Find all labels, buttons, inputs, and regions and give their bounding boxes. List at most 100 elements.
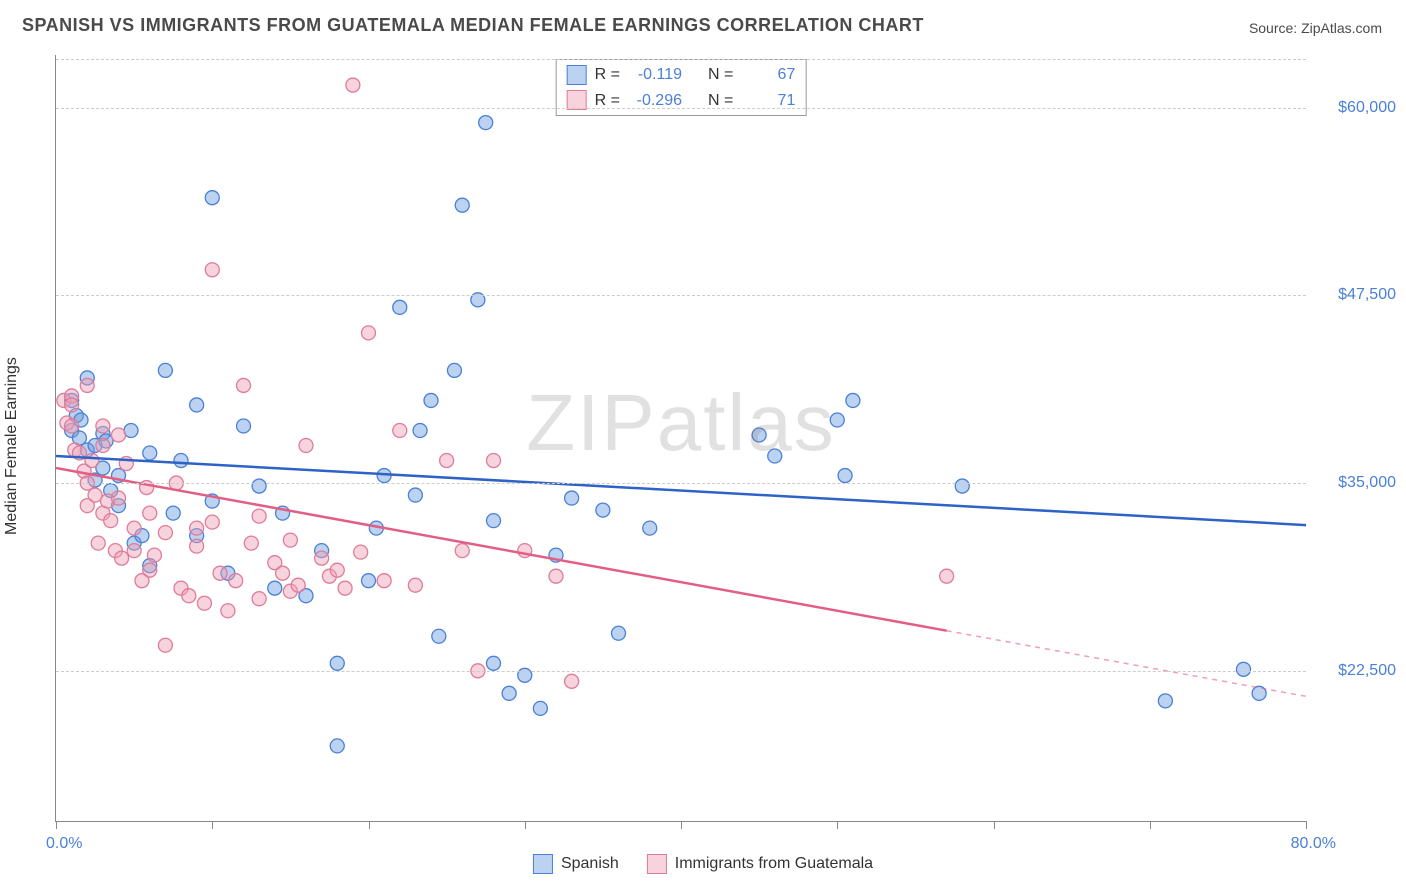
data-point — [362, 326, 376, 340]
data-point — [166, 506, 180, 520]
data-point — [112, 491, 126, 505]
n-value-series2: 71 — [741, 88, 795, 114]
x-tick — [1306, 821, 1307, 829]
x-tick — [525, 821, 526, 829]
data-point — [455, 198, 469, 212]
data-point — [330, 656, 344, 670]
data-point — [596, 503, 610, 517]
gridline — [56, 295, 1306, 296]
data-point — [252, 509, 266, 523]
data-point — [190, 398, 204, 412]
data-point — [299, 439, 313, 453]
data-point — [354, 545, 368, 559]
data-point — [752, 428, 766, 442]
legend-swatch-series2 — [647, 854, 667, 874]
data-point — [283, 533, 297, 547]
r-value-series1: -0.119 — [628, 62, 682, 88]
data-point — [65, 419, 79, 433]
data-point — [143, 506, 157, 520]
source-link[interactable]: ZipAtlas.com — [1301, 20, 1382, 36]
bottom-legend: Spanish Immigrants from Guatemala — [533, 854, 873, 874]
data-point — [182, 589, 196, 603]
x-tick — [681, 821, 682, 829]
r-label: R = — [595, 88, 620, 114]
data-point — [147, 548, 161, 562]
data-point — [112, 428, 126, 442]
gridline — [56, 671, 1306, 672]
data-point — [432, 629, 446, 643]
data-point — [955, 479, 969, 493]
data-point — [143, 563, 157, 577]
x-axis-max-label: 80.0% — [1291, 835, 1336, 853]
data-point — [174, 454, 188, 468]
data-point — [940, 569, 954, 583]
data-point — [291, 578, 305, 592]
data-point — [80, 378, 94, 392]
gridline — [56, 59, 1306, 60]
chart-container: SPANISH VS IMMIGRANTS FROM GUATEMALA MED… — [0, 0, 1406, 892]
source-attribution: Source: ZipAtlas.com — [1249, 20, 1382, 36]
data-point — [565, 674, 579, 688]
data-point — [447, 363, 461, 377]
data-point — [127, 521, 141, 535]
data-point — [487, 454, 501, 468]
data-point — [533, 701, 547, 715]
stats-swatch-series1 — [567, 65, 587, 85]
data-point — [338, 581, 352, 595]
y-tick-label: $22,500 — [1316, 662, 1396, 680]
y-axis-label: Median Female Earnings — [3, 357, 21, 535]
data-point — [330, 739, 344, 753]
x-tick — [212, 821, 213, 829]
data-point — [96, 439, 110, 453]
stats-row-series2: R = -0.296 N = 71 — [567, 88, 796, 114]
data-point — [502, 686, 516, 700]
data-point — [244, 536, 258, 550]
data-point — [237, 378, 251, 392]
data-point — [158, 638, 172, 652]
data-point — [1158, 694, 1172, 708]
data-point — [91, 536, 105, 550]
gridline — [56, 483, 1306, 484]
data-point — [408, 488, 422, 502]
data-point — [85, 454, 99, 468]
x-axis-min-label: 0.0% — [46, 835, 82, 853]
data-point — [205, 515, 219, 529]
data-point — [237, 419, 251, 433]
source-prefix: Source: — [1249, 20, 1301, 36]
trend-line — [56, 456, 1306, 525]
data-point — [205, 263, 219, 277]
plot-area: ZIPatlas R = -0.119 N = 67 R = -0.296 N … — [55, 55, 1306, 822]
x-tick — [369, 821, 370, 829]
data-point — [65, 398, 79, 412]
n-label: N = — [708, 62, 733, 88]
y-tick-label: $60,000 — [1316, 99, 1396, 117]
legend-label-series2: Immigrants from Guatemala — [675, 855, 873, 873]
data-point — [487, 656, 501, 670]
data-point — [190, 521, 204, 535]
data-point — [549, 569, 563, 583]
data-point — [346, 78, 360, 92]
legend-item-series2: Immigrants from Guatemala — [647, 854, 873, 874]
data-point — [393, 300, 407, 314]
data-point — [190, 539, 204, 553]
data-point — [197, 596, 211, 610]
data-point — [643, 521, 657, 535]
chart-title: SPANISH VS IMMIGRANTS FROM GUATEMALA MED… — [22, 15, 924, 36]
trend-line-extrapolated — [947, 631, 1306, 697]
data-point — [252, 479, 266, 493]
data-point — [440, 454, 454, 468]
legend-swatch-series1 — [533, 854, 553, 874]
gridline — [56, 108, 1306, 109]
data-point — [158, 363, 172, 377]
data-point — [1237, 662, 1251, 676]
x-tick — [56, 821, 57, 829]
n-value-series1: 67 — [741, 62, 795, 88]
data-point — [487, 514, 501, 528]
data-point — [838, 469, 852, 483]
data-point — [315, 551, 329, 565]
trend-line — [56, 468, 947, 631]
data-point — [229, 574, 243, 588]
r-label: R = — [595, 62, 620, 88]
stats-row-series1: R = -0.119 N = 67 — [567, 62, 796, 88]
data-point — [268, 581, 282, 595]
